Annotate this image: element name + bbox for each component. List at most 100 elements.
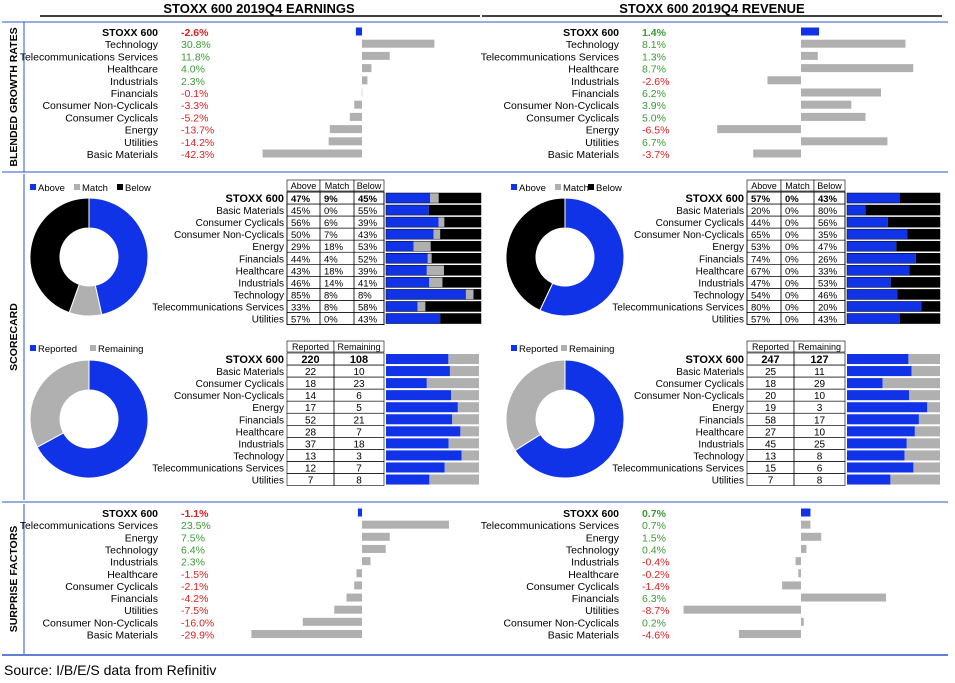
- match-bar: [465, 289, 474, 300]
- bar-frame: [385, 265, 482, 276]
- percent-cell: 0%: [324, 315, 338, 326]
- bar: [262, 149, 362, 158]
- category-label: Industrials: [571, 76, 619, 88]
- count-cell: 22: [305, 367, 317, 378]
- donut-slice: [539, 197, 625, 317]
- percent-cell: 46%: [291, 278, 311, 289]
- revenue-reported-donut: [505, 359, 625, 479]
- reported-bar: [847, 354, 909, 365]
- count-cell: 52: [305, 415, 317, 426]
- value-label: -6.5%: [642, 125, 669, 137]
- value-label: 6.7%: [642, 137, 666, 149]
- below-bar: [915, 253, 940, 264]
- value-label: -1.5%: [181, 569, 208, 581]
- donut-slice: [29, 197, 90, 314]
- bar: [362, 532, 390, 541]
- percent-cell: 43%: [818, 194, 838, 205]
- category-label: Consumer Cyclicals: [526, 581, 619, 593]
- below-bar: [907, 229, 940, 240]
- column-header: Below: [357, 181, 382, 191]
- earnings-scorecard-donut: [29, 197, 149, 317]
- value-label: 7.5%: [181, 532, 205, 544]
- category-label: STOXX 600: [102, 508, 158, 520]
- bar-frame: [846, 313, 941, 324]
- category-label: Energy: [125, 532, 159, 544]
- below-bar: [440, 229, 481, 240]
- reported-bar: [847, 450, 905, 461]
- remaining-bar: [908, 354, 940, 365]
- count-cell: 23: [353, 379, 365, 390]
- category-label: Industrials: [238, 439, 284, 450]
- percent-cell: 57%: [291, 315, 311, 326]
- below-bar: [442, 277, 481, 288]
- category-label: Utilities: [712, 476, 744, 487]
- below-bar: [897, 289, 940, 300]
- below-bar: [896, 241, 940, 252]
- count-cell: 58: [765, 415, 777, 426]
- bar-frame: [846, 253, 941, 264]
- below-bar: [865, 205, 940, 216]
- match-bar: [433, 229, 441, 240]
- category-label: Basic Materials: [216, 367, 284, 378]
- bar: [362, 39, 435, 48]
- count-cell: 18: [765, 379, 777, 390]
- remaining-bar: [913, 462, 940, 473]
- bar: [349, 112, 362, 121]
- category-label: Healthcare: [107, 569, 158, 581]
- category-label: Consumer Cyclicals: [656, 379, 744, 390]
- below-bar: [425, 301, 481, 312]
- bar-frame: [385, 313, 482, 324]
- category-label: Healthcare: [107, 64, 158, 76]
- percent-cell: 53%: [358, 242, 378, 253]
- percent-cell: 45%: [291, 206, 311, 217]
- value-label: 8.1%: [642, 39, 666, 51]
- bar-frame: [846, 240, 941, 252]
- reported-bar: [847, 438, 907, 449]
- value-label: -42.3%: [181, 149, 214, 161]
- count-cell: 7: [768, 476, 774, 487]
- reported-bar: [847, 462, 914, 473]
- value-label: 3.9%: [642, 100, 666, 112]
- reported-bar: [847, 414, 919, 425]
- percent-cell: 9%: [324, 194, 338, 205]
- category-label: Basic Materials: [216, 206, 284, 217]
- bar: [717, 125, 801, 134]
- category-label: Technology: [233, 290, 284, 301]
- category-label: Energy: [586, 532, 620, 544]
- revenue-reported-legend: Reported Remaining: [511, 344, 614, 355]
- category-label: Financials: [699, 254, 744, 265]
- reported-bar: [386, 402, 458, 413]
- above-bar: [847, 193, 901, 204]
- earnings-beat-legend: Above Match Below: [30, 183, 151, 194]
- reported-bar: [386, 426, 461, 437]
- below-bar: [440, 313, 481, 324]
- category-label: Technology: [566, 544, 620, 556]
- below-bar: [921, 301, 940, 312]
- count-cell: 27: [765, 427, 777, 438]
- bar: [801, 100, 852, 109]
- percent-cell: 58%: [358, 302, 378, 313]
- category-label: Technology: [105, 544, 159, 556]
- percent-cell: 0%: [785, 302, 799, 313]
- revenue-growth-chart: STOXX 600 1.4% Technology 8.1% Telecommunica…: [481, 27, 914, 161]
- table-cell: [333, 473, 385, 486]
- remaining-bar: [452, 414, 479, 425]
- below-bar: [443, 265, 481, 276]
- remaining-bar: [914, 426, 940, 437]
- bar-frame: [846, 277, 941, 288]
- remaining-bar: [890, 474, 940, 485]
- category-label: Financials: [699, 415, 744, 426]
- reported-bar: [847, 426, 915, 437]
- value-label: 0.7%: [642, 508, 667, 520]
- category-label: Consumer Cyclicals: [196, 218, 284, 229]
- legend-below-label: Below: [596, 183, 622, 194]
- above-bar: [386, 265, 427, 276]
- percent-cell: 4%: [324, 254, 338, 265]
- above-bar: [847, 241, 897, 252]
- count-cell: 3: [817, 403, 823, 414]
- value-label: -5.2%: [181, 112, 208, 124]
- category-label: Financials: [111, 88, 158, 100]
- above-bar: [847, 289, 898, 300]
- remaining-bar: [448, 354, 479, 365]
